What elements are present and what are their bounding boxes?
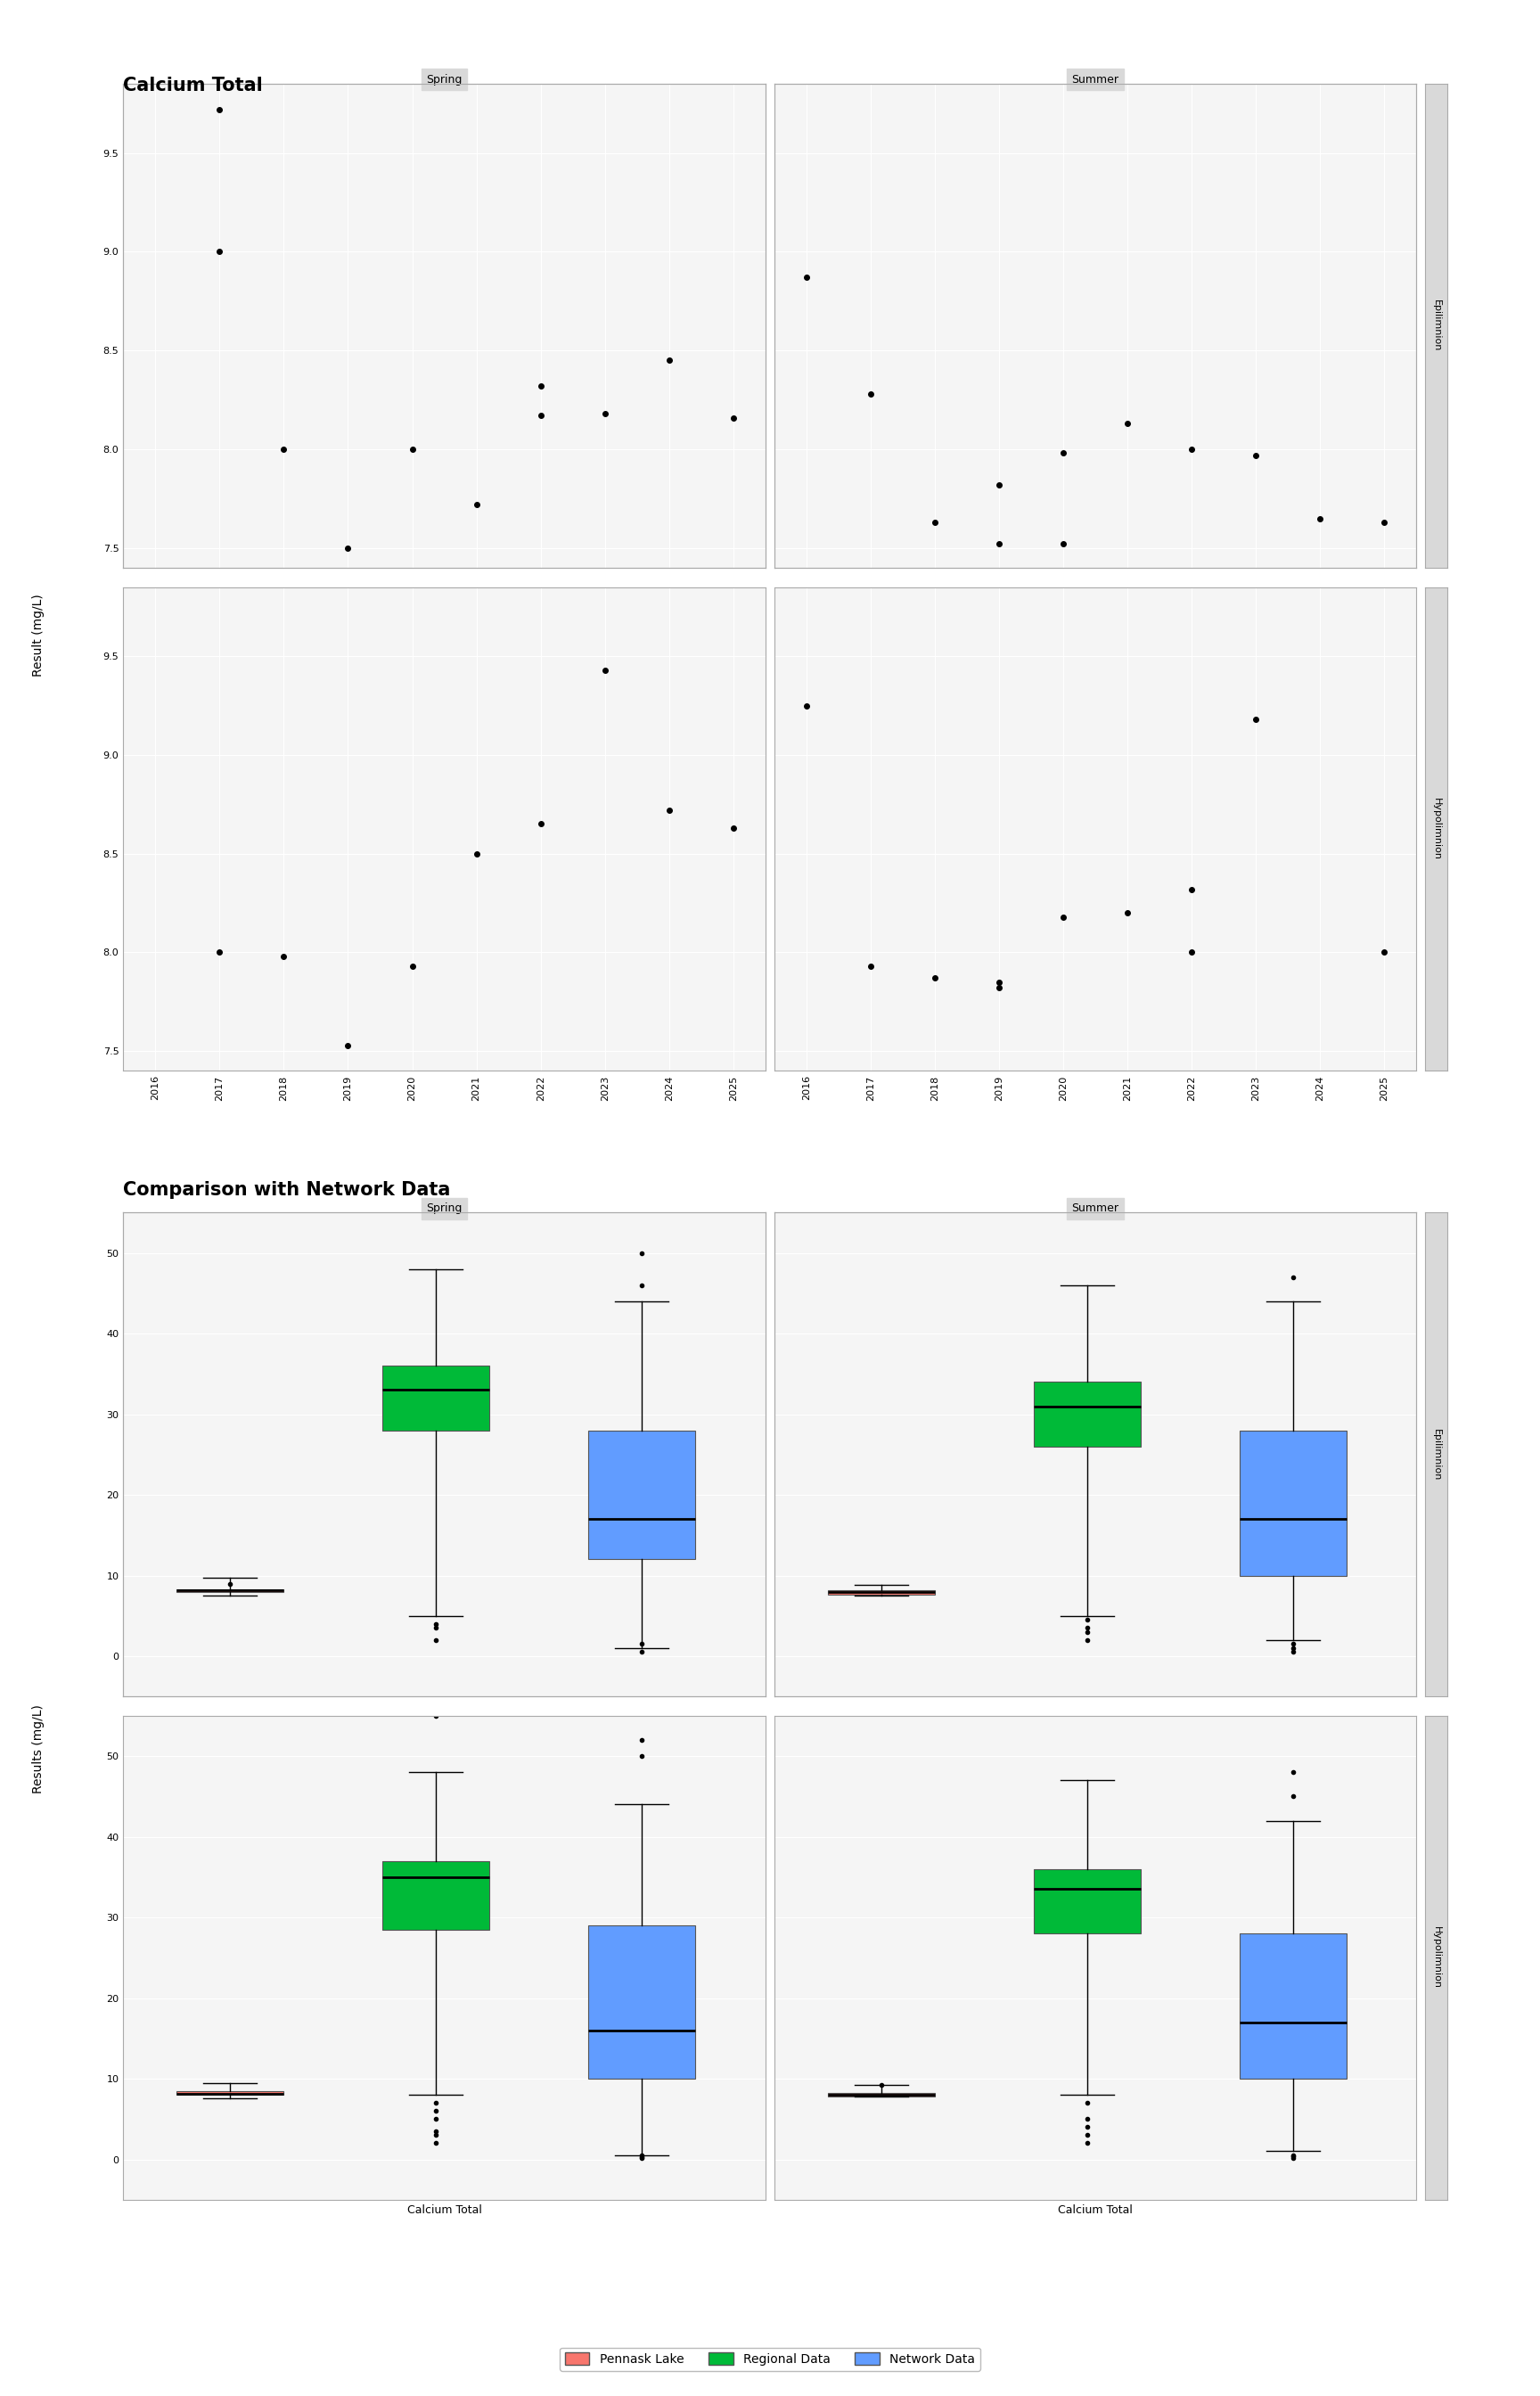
Point (858, 374, 882, 412)
PathPatch shape (382, 1862, 490, 1929)
PathPatch shape (588, 1430, 696, 1560)
Point (593, 395, 618, 434)
Point (464, 486, 488, 525)
Point (858, 946, 882, 985)
Point (400, 946, 425, 985)
Text: Comparison with Network Data: Comparison with Network Data (123, 1181, 451, 1198)
Point (1180, 429, 1204, 467)
PathPatch shape (382, 1366, 490, 1430)
Point (528, 367, 553, 405)
PathPatch shape (177, 2092, 283, 2094)
PathPatch shape (588, 1926, 696, 2080)
Point (1115, 405, 1140, 443)
Point (593, 652, 618, 690)
Point (208, 232, 233, 271)
Point (400, 429, 425, 467)
PathPatch shape (1033, 1869, 1141, 1934)
Point (1050, 525, 1075, 563)
Point (922, 503, 947, 541)
Point (1372, 932, 1397, 970)
Point (1180, 932, 1204, 970)
Point (1180, 870, 1204, 908)
Point (1115, 894, 1140, 932)
Point (987, 465, 1012, 503)
Text: Result (mg/L): Result (mg/L) (32, 594, 45, 676)
PathPatch shape (1240, 1430, 1346, 1577)
PathPatch shape (827, 2094, 935, 2096)
PathPatch shape (177, 1589, 283, 1591)
Point (987, 963, 1012, 1002)
Point (1243, 436, 1267, 474)
Point (922, 958, 947, 997)
Point (336, 530, 360, 568)
Point (721, 810, 745, 848)
Point (1050, 898, 1075, 937)
X-axis label: Calcium Total: Calcium Total (407, 2204, 482, 2216)
Point (464, 834, 488, 872)
Point (656, 791, 681, 829)
X-axis label: Spring: Spring (427, 1203, 462, 1215)
Point (208, 932, 233, 970)
Legend: Pennask Lake, Regional Data, Network Data: Pennask Lake, Regional Data, Network Dat… (559, 2348, 981, 2370)
Point (271, 937, 296, 975)
Point (795, 259, 819, 297)
X-axis label: Calcium Total: Calcium Total (1058, 2204, 1132, 2216)
Point (1372, 503, 1397, 541)
Text: Calcium Total: Calcium Total (123, 77, 263, 93)
X-axis label: Summer: Summer (1072, 1203, 1120, 1215)
Text: Hypolimnion: Hypolimnion (1432, 1926, 1441, 1989)
PathPatch shape (827, 1591, 935, 1596)
PathPatch shape (1240, 1934, 1346, 2080)
Text: Results (mg/L): Results (mg/L) (32, 1704, 45, 1795)
Point (721, 398, 745, 436)
Point (1050, 434, 1075, 472)
Point (271, 429, 296, 467)
X-axis label: Spring: Spring (427, 74, 462, 86)
Point (795, 685, 819, 724)
Point (987, 968, 1012, 1006)
Point (987, 525, 1012, 563)
Point (528, 395, 553, 434)
X-axis label: Summer: Summer (1072, 74, 1120, 86)
Point (336, 1025, 360, 1064)
Point (208, 91, 233, 129)
Text: Hypolimnion: Hypolimnion (1432, 798, 1441, 860)
Point (1243, 700, 1267, 738)
Text: Epilimnion: Epilimnion (1432, 300, 1441, 352)
Point (1307, 498, 1332, 537)
PathPatch shape (1033, 1382, 1141, 1447)
Point (656, 340, 681, 379)
Text: Epilimnion: Epilimnion (1432, 1428, 1441, 1481)
Point (528, 805, 553, 843)
